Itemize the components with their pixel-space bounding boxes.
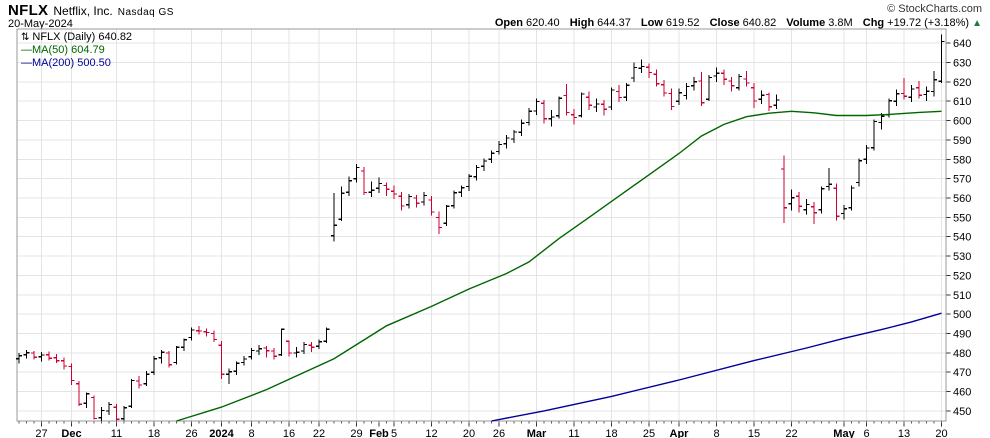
ticker-symbol: NFLX <box>8 2 49 19</box>
svg-text:29: 29 <box>350 428 362 438</box>
volume-label: Volume <box>786 17 826 29</box>
close-label: Close <box>709 17 740 29</box>
svg-text:590: 590 <box>953 135 971 147</box>
svg-text:560: 560 <box>953 193 971 205</box>
svg-text:570: 570 <box>953 174 971 186</box>
legend-ma200-row: —MA(200) 500.50 <box>21 57 132 70</box>
ma50-label: MA(50) <box>32 44 69 56</box>
svg-text:8: 8 <box>248 428 254 438</box>
svg-text:15: 15 <box>748 428 760 438</box>
svg-text:27: 27 <box>35 428 47 438</box>
svg-text:5: 5 <box>391 428 397 438</box>
svg-text:16: 16 <box>283 428 295 438</box>
svg-text:22: 22 <box>785 428 797 438</box>
exchange-name: Nasdaq GS <box>117 7 174 18</box>
volume-value: 3.8M <box>828 17 853 29</box>
low-label: Low <box>640 17 663 29</box>
svg-text:Mar: Mar <box>527 428 547 438</box>
svg-text:500: 500 <box>953 309 971 321</box>
svg-text:22: 22 <box>313 428 325 438</box>
chart-date: 20-May-2024 <box>8 18 73 30</box>
svg-text:630: 630 <box>953 58 971 70</box>
header: NFLX Netflix, Inc. Nasdaq GS <box>8 2 174 20</box>
open-label: Open <box>494 17 523 29</box>
legend-ma50-row: —MA(50) 604.79 <box>21 44 132 57</box>
svg-text:Feb: Feb <box>369 428 389 438</box>
legend-series-row: ⇅ NFLX (Daily) 640.82 <box>21 31 132 44</box>
ma200-swatch: — <box>21 57 32 69</box>
svg-text:11: 11 <box>568 428 579 438</box>
high-value: 644.37 <box>597 17 631 29</box>
svg-text:600: 600 <box>953 116 971 128</box>
svg-text:20: 20 <box>463 428 475 438</box>
svg-text:450: 450 <box>953 406 971 418</box>
open-value: 620.40 <box>526 17 560 29</box>
svg-text:May: May <box>833 428 855 438</box>
chart-type-icon: ⇅ <box>21 32 30 43</box>
svg-text:25: 25 <box>643 428 655 438</box>
svg-text:510: 510 <box>953 290 971 302</box>
svg-text:540: 540 <box>953 232 971 244</box>
svg-text:530: 530 <box>953 251 971 263</box>
svg-text:26: 26 <box>493 428 505 438</box>
svg-text:11: 11 <box>111 428 122 438</box>
svg-text:490: 490 <box>953 329 971 341</box>
svg-text:640: 640 <box>953 38 971 50</box>
ma50-swatch: — <box>21 44 32 56</box>
ma50-value: 604.79 <box>71 44 105 56</box>
svg-text:18: 18 <box>605 428 617 438</box>
svg-text:620: 620 <box>953 77 971 89</box>
svg-text:8: 8 <box>713 428 719 438</box>
legend-last-price: 640.82 <box>98 31 133 43</box>
copyright-label: © StockCharts.com <box>887 3 982 15</box>
quote-bar: Open 620.40 High 644.37 Low 619.52 Close 640… <box>495 17 982 29</box>
svg-text:Apr: Apr <box>670 428 690 438</box>
svg-text:550: 550 <box>953 212 971 224</box>
svg-text:610: 610 <box>953 96 971 108</box>
svg-text:13: 13 <box>898 428 910 438</box>
chart-legend: ⇅ NFLX (Daily) 640.82 —MA(50) 604.79 —MA(… <box>21 31 132 70</box>
svg-text:470: 470 <box>953 367 971 379</box>
chg-label: Chg <box>862 17 885 29</box>
legend-series-name: NFLX (Daily) <box>32 31 96 43</box>
svg-text:6: 6 <box>863 428 869 438</box>
svg-text:18: 18 <box>148 428 160 438</box>
ma200-label: MA(200) <box>32 57 75 69</box>
high-label: High <box>569 17 595 29</box>
close-value: 640.82 <box>742 17 777 29</box>
svg-text:2024: 2024 <box>209 428 234 438</box>
svg-text:26: 26 <box>185 428 197 438</box>
ma200-value: 500.50 <box>77 57 111 69</box>
svg-text:480: 480 <box>953 348 971 360</box>
chg-value: +19.72 (+3.18%) <box>887 17 970 29</box>
low-value: 619.52 <box>665 17 700 29</box>
svg-text:20: 20 <box>935 428 947 438</box>
svg-text:12: 12 <box>425 428 437 438</box>
company-name: Netflix, Inc. <box>53 4 113 18</box>
svg-text:460: 460 <box>953 387 971 399</box>
svg-text:Dec: Dec <box>61 428 81 438</box>
svg-text:580: 580 <box>953 154 971 166</box>
chg-up-arrow-icon: ▲ <box>972 18 982 29</box>
svg-text:520: 520 <box>953 270 971 282</box>
